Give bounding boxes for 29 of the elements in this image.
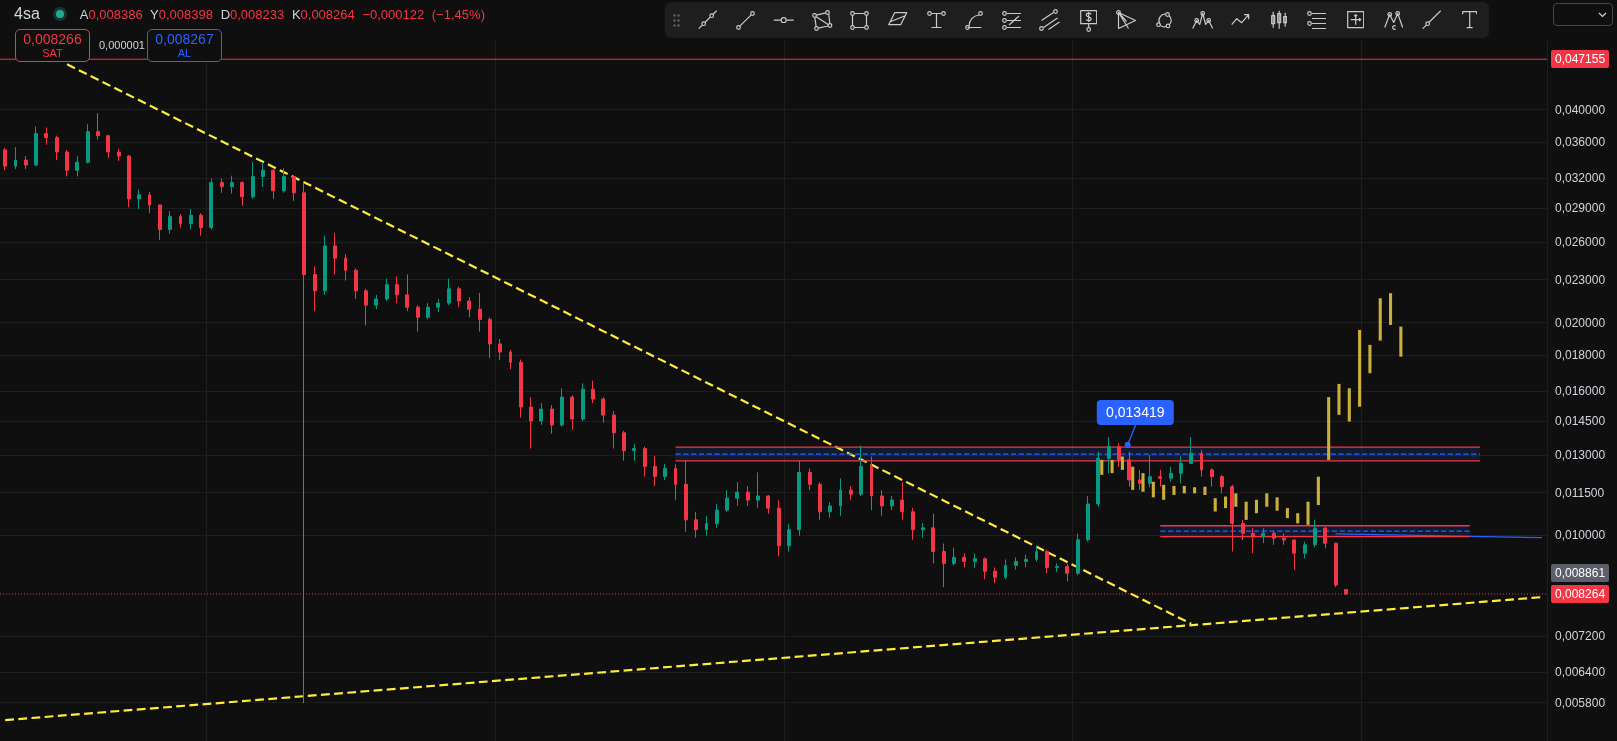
chart-title: 4sa: [14, 5, 40, 23]
y-tick-label: 0,010000: [1555, 528, 1606, 543]
text: A0,008386 Y0,008398 D0,008233 K0,008264 −0,000122 (−1,45%): [79, 6, 485, 22]
text: 0,008861: [1551, 563, 1610, 582]
y-tick-label: 0,023000: [1555, 272, 1606, 287]
y-tick-label: 0,011500: [1555, 485, 1605, 500]
y-tick-label: 0,006400: [1555, 665, 1606, 680]
annotation: 0,000001: [99, 39, 145, 51]
y-tick-label: 0,020000: [1555, 315, 1606, 330]
annotation: 0,013419: [1097, 400, 1174, 426]
annotation: 0,008267: [155, 30, 214, 48]
y-tick-label: 0,026000: [1555, 235, 1606, 250]
y-tick-label: 0,016000: [1555, 384, 1606, 399]
annotation: 0,008266: [23, 30, 82, 48]
annotation: AL: [177, 47, 192, 60]
y-tick-label: 0,005800: [1555, 695, 1606, 710]
annotation: SAT: [42, 47, 63, 60]
buy-button: 0,008267 AL: [147, 29, 222, 62]
y-tick-label: 0,036000: [1555, 135, 1606, 150]
y-tick-label: 0,032000: [1555, 171, 1606, 186]
y-tick-label: 0,018000: [1555, 347, 1606, 362]
ref-line-label: 0,047155: [1551, 50, 1610, 69]
y-tick-label: 0,029000: [1555, 201, 1606, 216]
ref-line-label: 0,008264: [1551, 584, 1610, 603]
y-tick-label: 0,013000: [1555, 447, 1606, 462]
sell-button: 0,008266 SAT: [15, 29, 90, 62]
y-tick-label: 0,007200: [1555, 629, 1606, 644]
y-tick-label: 0,040000: [1555, 102, 1606, 117]
y-tick-label: 0,014500: [1555, 414, 1606, 429]
